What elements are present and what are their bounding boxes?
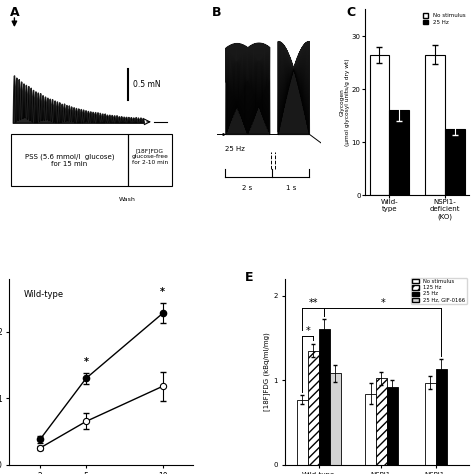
Bar bbox=[319, 329, 329, 465]
Bar bbox=[436, 369, 447, 465]
Text: 1 s: 1 s bbox=[286, 185, 296, 191]
Text: [18F]FDG
glucose-free
for 2-10 min: [18F]FDG glucose-free for 2-10 min bbox=[131, 148, 168, 164]
Y-axis label: Glycogen
(μmol glycosyl units/g dry wt): Glycogen (μmol glycosyl units/g dry wt) bbox=[339, 58, 350, 146]
Legend: No stimulus, 125 Hz, 25 Hz, 25 Hz, GIF-0166: No stimulus, 125 Hz, 25 Hz, 25 Hz, GIF-0… bbox=[411, 278, 466, 304]
Bar bbox=[425, 383, 436, 465]
Text: PSS (5.6 mmol/l  glucose)
for 15 min: PSS (5.6 mmol/l glucose) for 15 min bbox=[25, 153, 114, 167]
Bar bbox=[365, 393, 376, 465]
Bar bbox=[370, 55, 389, 195]
Text: *: * bbox=[380, 298, 385, 308]
Text: Wild-type: Wild-type bbox=[24, 291, 64, 300]
Bar bbox=[297, 400, 308, 465]
Bar bbox=[389, 110, 409, 195]
Legend: No stimulus, 25 Hz: No stimulus, 25 Hz bbox=[422, 12, 466, 26]
Text: **: ** bbox=[309, 298, 318, 308]
Text: C: C bbox=[346, 6, 355, 19]
Text: B: B bbox=[212, 6, 221, 19]
Text: *: * bbox=[306, 326, 310, 336]
Text: E: E bbox=[245, 271, 254, 284]
Text: *: * bbox=[160, 287, 165, 297]
Text: 2 s: 2 s bbox=[242, 185, 252, 191]
Bar bbox=[329, 374, 340, 465]
Bar bbox=[426, 55, 445, 195]
Y-axis label: [18F]FDG (kBq/ml/mg): [18F]FDG (kBq/ml/mg) bbox=[264, 332, 271, 411]
Text: 0.5 mN: 0.5 mN bbox=[133, 80, 160, 89]
Text: *: * bbox=[83, 357, 89, 367]
Bar bbox=[308, 351, 319, 465]
Bar bbox=[445, 129, 465, 195]
Bar bbox=[387, 387, 398, 465]
Text: 25 Hz: 25 Hz bbox=[225, 146, 245, 152]
Text: Wash: Wash bbox=[119, 197, 136, 202]
Text: A: A bbox=[9, 6, 19, 19]
Bar bbox=[376, 378, 387, 465]
